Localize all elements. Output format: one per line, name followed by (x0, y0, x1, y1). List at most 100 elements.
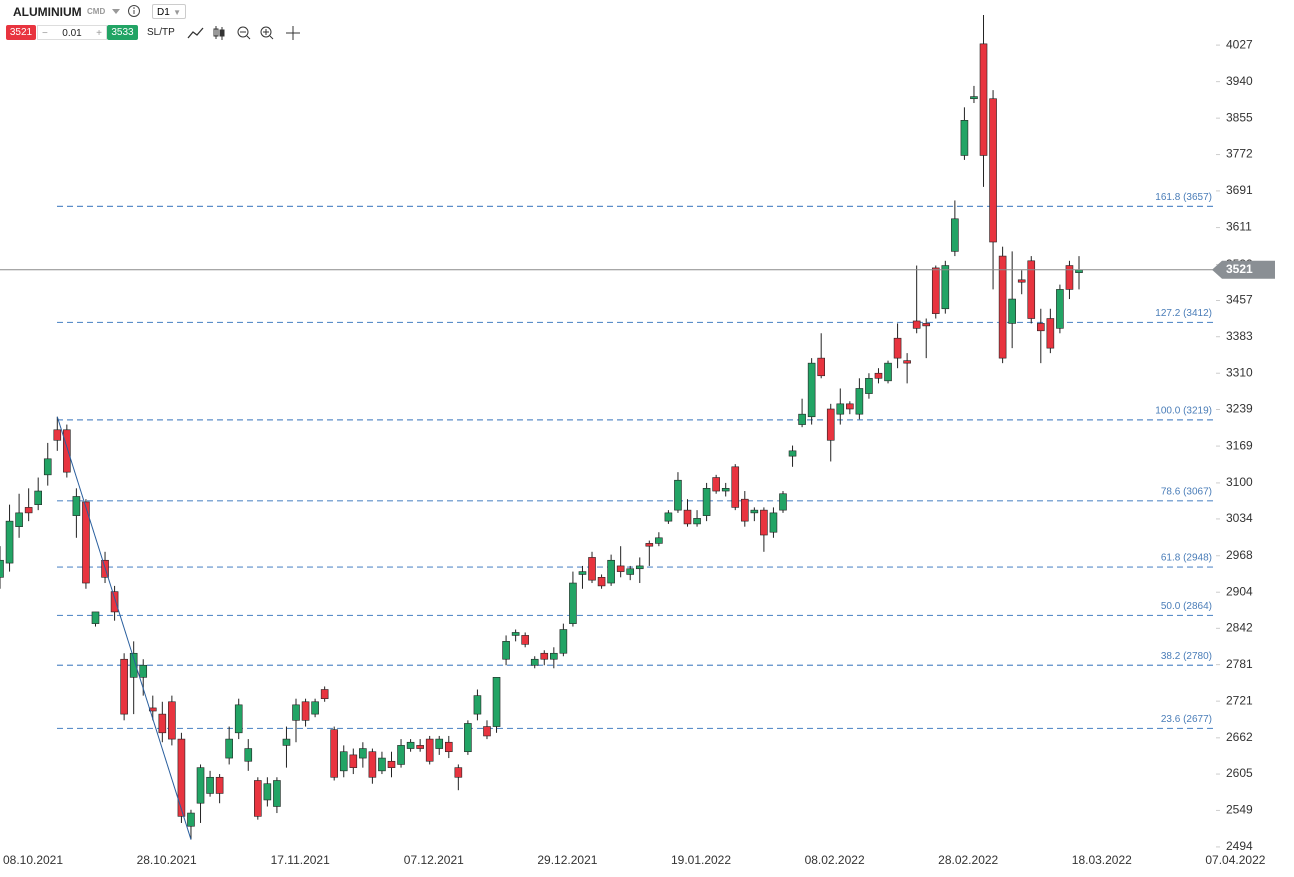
candle-body (492, 677, 501, 727)
info-icon[interactable] (127, 4, 141, 18)
candle-body (683, 509, 692, 525)
candle-body (779, 493, 787, 511)
candle-body (425, 738, 434, 762)
y-tick-label: 3457 (1226, 293, 1253, 307)
symbol[interactable]: ALUMINIUM (13, 5, 82, 19)
toolbar (187, 26, 300, 40)
y-tick-label: 2494 (1226, 839, 1253, 853)
candle-body (760, 509, 768, 536)
volume-input[interactable]: −0.01 + (37, 25, 107, 40)
candle-body (378, 757, 386, 772)
x-tick-label: 08.02.2022 (805, 853, 865, 867)
fib-level-label: 78.6 (3067) (1161, 486, 1212, 497)
sltp-button[interactable]: SL/TP (147, 27, 175, 38)
candle-body (359, 748, 367, 759)
candle-body (1065, 265, 1074, 290)
sell-price: 3521 (9, 27, 33, 38)
candle-body (339, 751, 348, 772)
candle-body (559, 629, 568, 654)
x-tick-label: 18.03.2022 (1072, 853, 1132, 867)
candle-body (721, 488, 730, 492)
candle-body (435, 738, 444, 749)
candle-body (263, 783, 272, 801)
candle-body (82, 501, 90, 584)
candle-body (34, 490, 42, 505)
candle-body (635, 565, 644, 570)
y-tick-label: 2781 (1226, 657, 1253, 671)
zoom-out-icon[interactable] (237, 26, 251, 40)
candle-body (349, 754, 358, 768)
interval: D1 (157, 7, 170, 18)
buy-button[interactable]: 3533 (107, 25, 138, 40)
candle-body (311, 701, 319, 715)
x-tick-label: 17.11.2021 (271, 853, 330, 867)
sell-button[interactable]: 3521 (6, 25, 36, 40)
y-tick-label: 3310 (1226, 365, 1253, 379)
candle-body (43, 458, 52, 476)
candle-body (597, 577, 606, 587)
candle-body (502, 641, 510, 660)
x-tick-label: 19.01.2022 (671, 853, 731, 867)
candle-body (960, 120, 969, 156)
candle-body (368, 751, 377, 778)
candle-body (626, 568, 635, 575)
candle-body (903, 360, 911, 364)
y-tick-label: 3100 (1226, 475, 1253, 489)
y-tick-label: 3383 (1226, 329, 1253, 343)
x-tick-label: 07.04.2022 (1205, 853, 1265, 867)
market: CMD (87, 7, 106, 16)
candle-body (282, 738, 291, 746)
candle-body (177, 738, 186, 817)
y-tick-label: 2968 (1226, 548, 1253, 562)
buy-price: 3533 (111, 27, 134, 38)
candle-body (416, 745, 424, 749)
interval-select[interactable]: D1 ▼ (152, 4, 186, 19)
fib-level-label: 38.2 (2780) (1161, 651, 1212, 662)
candle-body (301, 701, 310, 721)
y-tick-label: 2662 (1226, 730, 1253, 744)
candle-body (769, 512, 778, 533)
zoom-in-icon[interactable] (260, 26, 274, 40)
y-tick-label: 3772 (1226, 147, 1253, 161)
y-tick-label: 3034 (1226, 511, 1253, 525)
x-tick-label: 07.12.2021 (404, 853, 464, 867)
y-tick-label: 2721 (1226, 693, 1253, 707)
volume: 0.01 (62, 28, 82, 39)
pan-icon[interactable] (286, 26, 300, 40)
candle-body (1046, 318, 1055, 349)
last-price-label: 3521 (1226, 262, 1253, 276)
candle-body (63, 429, 71, 473)
candle-body (855, 388, 864, 415)
line-chart-icon[interactable] (187, 27, 204, 39)
candle-body (912, 320, 921, 329)
candle-body (158, 713, 167, 734)
fib-level-label: 161.8 (3657) (1155, 192, 1212, 203)
candle-body (148, 707, 157, 712)
candle-body (91, 611, 100, 624)
candle-body (24, 507, 33, 514)
y-tick-label: 3239 (1226, 402, 1253, 416)
y-tick-label: 2605 (1226, 766, 1253, 780)
candle-body (740, 498, 749, 522)
dropdown-icon[interactable] (111, 7, 121, 15)
candle-body (273, 780, 281, 807)
candle-body (330, 729, 339, 778)
candle-body (511, 632, 520, 636)
candle-body (1027, 260, 1036, 319)
candle-body (0, 559, 4, 578)
candle-body (807, 362, 816, 418)
candle-body (72, 496, 81, 516)
candle-body (874, 372, 883, 379)
candle-icon[interactable] (213, 26, 225, 40)
y-tick-label: 2549 (1226, 803, 1253, 817)
candle-body (645, 543, 654, 547)
x-tick-label: 08.10.2021 (3, 853, 63, 867)
fib-level-label: 50.0 (2864) (1161, 601, 1212, 612)
fib-trend-line (56, 416, 192, 840)
candle-body (168, 701, 176, 740)
candle-body (712, 477, 720, 492)
x-tick-label: 28.10.2021 (137, 853, 197, 867)
candle-body (951, 218, 959, 252)
candle-body (788, 450, 797, 457)
